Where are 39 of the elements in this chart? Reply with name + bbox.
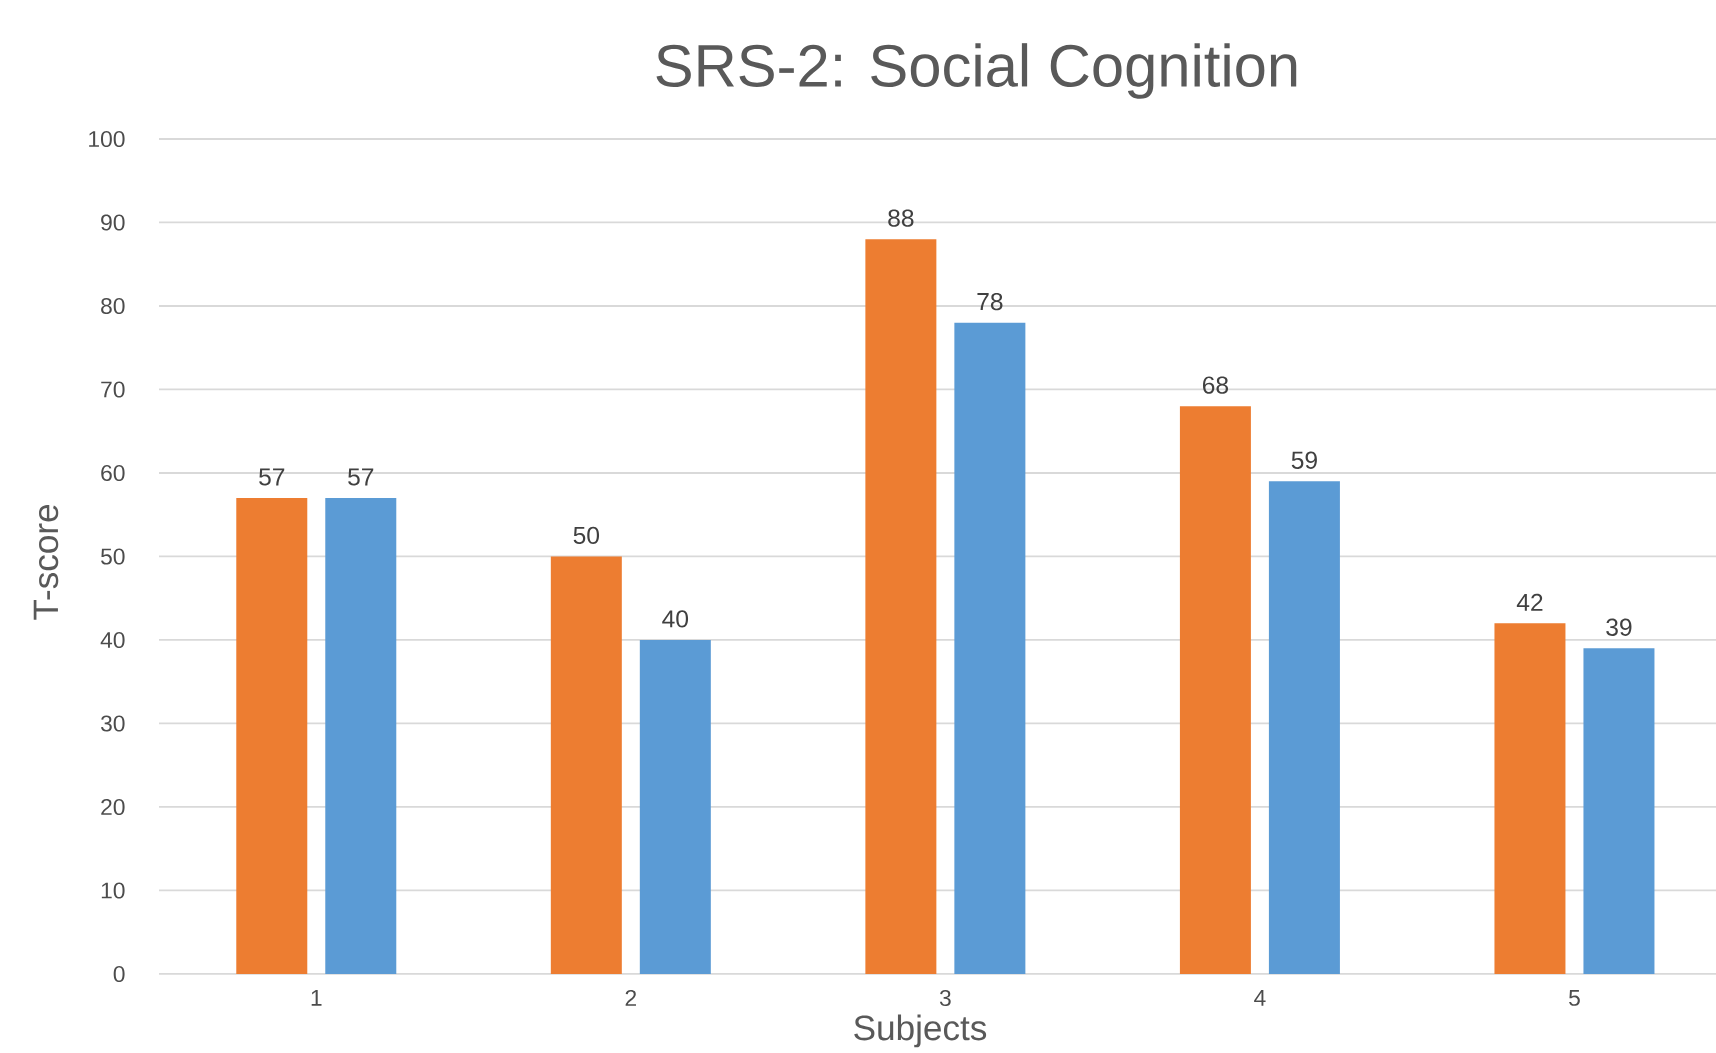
bar	[550, 556, 622, 974]
bar	[865, 239, 937, 974]
bar	[1179, 406, 1251, 974]
y-tick-label: 90	[101, 214, 125, 231]
x-tick-label: 3	[939, 989, 951, 1007]
data-label: 57	[348, 468, 374, 486]
data-label: 40	[662, 610, 689, 628]
x-tick-label: 5	[1569, 989, 1580, 1006]
y-tick-label: 50	[101, 548, 125, 565]
y-tick-label: 30	[100, 715, 125, 732]
y-tick-label: 0	[113, 965, 125, 983]
data-label: 57	[259, 468, 285, 486]
data-label: 59	[1291, 451, 1317, 469]
bar	[1583, 648, 1655, 974]
data-label: 78	[977, 292, 1003, 311]
y-tick-label: 40	[100, 631, 125, 649]
data-label: 50	[573, 526, 600, 545]
y-tick-label: 80	[101, 297, 125, 315]
chart-title: SRS-2: Social Cognition	[656, 43, 1297, 99]
x-tick-label: 4	[1254, 989, 1266, 1006]
bar	[325, 498, 397, 974]
data-label: 39	[1606, 618, 1632, 636]
y-axis-title: T-score	[33, 504, 59, 620]
y-tick-label: 100	[89, 130, 125, 148]
data-label: 42	[1516, 593, 1543, 611]
bar	[954, 322, 1026, 974]
bar	[1268, 481, 1340, 974]
x-tick-label: 1	[311, 989, 322, 1006]
y-tick-label: 60	[101, 464, 125, 482]
bar	[639, 639, 711, 974]
y-tick-label: 20	[101, 798, 125, 816]
y-tick-label: 10	[101, 882, 125, 899]
y-tick-label: 70	[101, 381, 125, 398]
x-tick-label: 2	[625, 989, 636, 1006]
x-axis-title: Subjects	[854, 1014, 987, 1048]
bar	[236, 498, 308, 974]
bar	[1494, 623, 1566, 974]
data-label: 88	[888, 209, 914, 227]
data-label: 68	[1203, 376, 1229, 394]
